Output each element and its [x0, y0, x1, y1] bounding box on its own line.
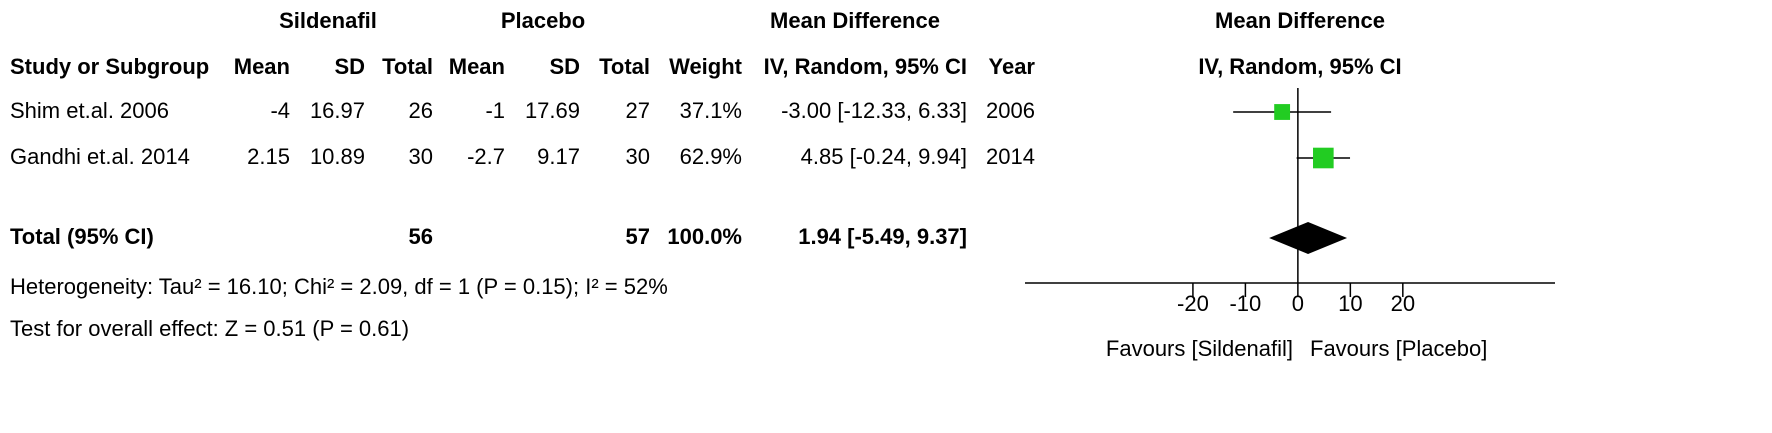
- chart-subtitle: IV, Random, 95% CI: [1198, 54, 1401, 79]
- x-tick-label: 0: [1292, 291, 1304, 316]
- column-header: Mean: [449, 54, 505, 79]
- group-header: Mean Difference: [770, 8, 940, 33]
- column-header: Mean: [234, 54, 290, 79]
- total-cell: 100.0%: [667, 224, 742, 249]
- table-cell: 10.89: [310, 144, 365, 169]
- table-cell: Gandhi et.al. 2014: [10, 144, 190, 169]
- column-header: Year: [989, 54, 1036, 79]
- table-cell: 4.85 [-0.24, 9.94]: [801, 144, 967, 169]
- column-header: SD: [334, 54, 365, 79]
- table-cell: 37.1%: [680, 98, 742, 123]
- total-cell: 56: [409, 224, 433, 249]
- column-header: Weight: [669, 54, 743, 79]
- total-label: Total (95% CI): [10, 224, 154, 249]
- table-cell: 26: [409, 98, 433, 123]
- table-cell: 2006: [986, 98, 1035, 123]
- table-cell: 2.15: [247, 144, 290, 169]
- point-estimate: [1274, 104, 1291, 120]
- column-header: Total: [599, 54, 650, 79]
- column-header: IV, Random, 95% CI: [764, 54, 967, 79]
- favours-left: Favours [Sildenafil]: [1106, 336, 1293, 361]
- total-cell: 1.94 [-5.49, 9.37]: [798, 224, 967, 249]
- heterogeneity: Heterogeneity: Tau² = 16.10; Chi² = 2.09…: [10, 274, 668, 299]
- table-cell: 9.17: [537, 144, 580, 169]
- group-header: Sildenafil: [279, 8, 377, 33]
- table-cell: 17.69: [525, 98, 580, 123]
- chart-title: Mean Difference: [1215, 8, 1385, 33]
- summary-diamond: [1269, 222, 1348, 254]
- table-cell: 27: [626, 98, 650, 123]
- favours-right: Favours [Placebo]: [1310, 336, 1487, 361]
- table-cell: -1: [485, 98, 505, 123]
- table-cell: -3.00 [-12.33, 6.33]: [781, 98, 967, 123]
- total-cell: 57: [626, 224, 650, 249]
- table-cell: 62.9%: [680, 144, 742, 169]
- column-header: SD: [549, 54, 580, 79]
- column-header: Study or Subgroup: [10, 54, 209, 79]
- column-header: Total: [382, 54, 433, 79]
- table-cell: 2014: [986, 144, 1035, 169]
- group-header: Placebo: [501, 8, 585, 33]
- point-estimate: [1313, 147, 1334, 169]
- overall-effect: Test for overall effect: Z = 0.51 (P = 0…: [10, 316, 409, 341]
- x-tick-label: -10: [1229, 291, 1261, 316]
- table-cell: -4: [270, 98, 290, 123]
- table-cell: 30: [626, 144, 650, 169]
- x-tick-label: 10: [1338, 291, 1362, 316]
- table-cell: 16.97: [310, 98, 365, 123]
- table-cell: -2.7: [467, 144, 505, 169]
- table-cell: Shim et.al. 2006: [10, 98, 169, 123]
- table-cell: 30: [409, 144, 433, 169]
- x-tick-label: -20: [1177, 291, 1209, 316]
- x-tick-label: 20: [1391, 291, 1415, 316]
